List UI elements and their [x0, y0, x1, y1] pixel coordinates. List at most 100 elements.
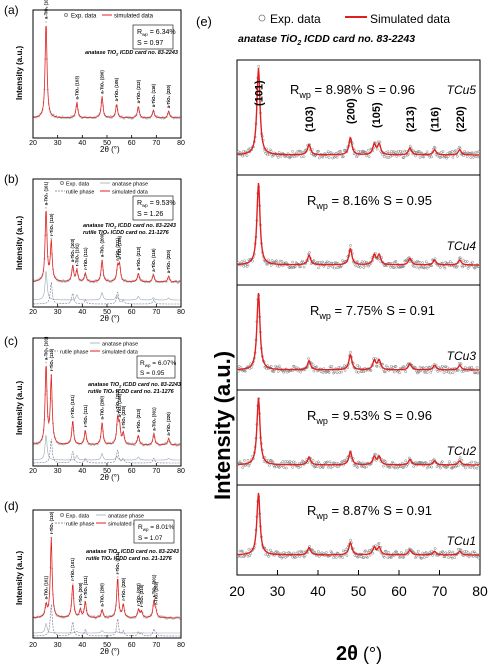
exp-point [330, 364, 334, 368]
panel-a-xlabel: 2θ (°) [100, 145, 120, 154]
exp-point [267, 459, 270, 463]
exp-point [448, 260, 452, 263]
exp-point [314, 465, 318, 468]
exp-point [302, 155, 306, 158]
exp-point [357, 555, 360, 559]
exp-point [246, 263, 250, 267]
exp-point [96, 281, 98, 283]
exp-point [441, 150, 445, 153]
exp-point [367, 549, 371, 553]
exp-point [318, 466, 322, 469]
exp-point [385, 156, 389, 159]
exp-point [475, 150, 479, 154]
exp-point [447, 556, 450, 559]
sample-name: TCu4 [447, 239, 477, 253]
exp-point [251, 259, 254, 263]
exp-point [282, 466, 286, 469]
exp-point [325, 460, 329, 464]
exp-point [64, 281, 66, 284]
exp-point [419, 556, 423, 560]
peak-label: r-TiO₂ (002) [136, 583, 141, 606]
exp-point [238, 549, 242, 553]
legend-exp-label: Exp. data [66, 182, 90, 188]
exp-point [300, 155, 303, 159]
exp-point [424, 366, 428, 369]
exp-point [236, 261, 240, 264]
exp-point [448, 151, 451, 154]
peak-label: r-TiO₂ (101) [70, 557, 75, 580]
peak-label: r-TiO₂ (220) [121, 405, 126, 428]
x-tick-label: 60 [128, 642, 136, 649]
exp-point [279, 154, 283, 158]
exp-point [270, 369, 274, 373]
exp-point [332, 556, 335, 559]
legend-anatase-label: anatase phase [108, 514, 144, 520]
exp-point [131, 117, 134, 120]
peak-label: a-TiO₂ (200) [100, 233, 105, 257]
exp-point [340, 370, 343, 374]
exp-point [298, 555, 302, 558]
rutile-phase-line [33, 282, 181, 305]
exp-point [442, 555, 446, 559]
x-tick-label: 50 [103, 468, 111, 475]
exp-point [436, 370, 440, 373]
exp-point [425, 466, 429, 470]
exp-point [360, 465, 364, 468]
exp-point [456, 368, 460, 372]
peak-label: a-TiO₂ (116) [151, 83, 156, 107]
exp-point [470, 365, 474, 369]
exp-point [242, 149, 245, 153]
exp-point [36, 443, 39, 446]
peak-label: a-TiO₂ (103) [70, 238, 75, 262]
panel-b-stats-box [132, 195, 174, 221]
exp-point [316, 261, 319, 264]
peak-label: a-TiO₂ (213) [136, 79, 141, 103]
exp-point [145, 279, 147, 282]
peak-label: r-TiO₂ (110) [49, 348, 54, 371]
exp-point [448, 460, 451, 464]
exp-point [428, 465, 432, 469]
exp-point [407, 152, 410, 156]
exp-point [475, 466, 479, 470]
exp-point [414, 154, 417, 158]
exp-point [270, 259, 274, 262]
legend-rutile-label: rutile phase [60, 350, 88, 356]
exp-point [290, 266, 294, 270]
exp-point [464, 466, 467, 470]
exp-point [341, 556, 344, 559]
exp-point [161, 615, 164, 618]
exp-point [361, 461, 365, 465]
exp-point [460, 458, 464, 462]
exp-point [404, 459, 408, 463]
simulated-line [237, 67, 479, 156]
panel-c-stats-box [136, 355, 176, 379]
exp-point [471, 550, 474, 554]
exp-point [141, 279, 143, 281]
exp-point [150, 443, 153, 445]
peak-label: a-TiO₂ (213) [136, 246, 141, 270]
panel-d-xticks: 20 30 40 50 60 70 80 [29, 635, 185, 649]
exp-point [284, 555, 287, 559]
exp-point [417, 266, 421, 270]
exp-point [45, 361, 47, 364]
simulated-line [33, 365, 180, 446]
exp-point [311, 459, 315, 462]
exp-point [177, 282, 179, 284]
exp-point [269, 364, 273, 368]
x-tick-label: 70 [432, 583, 448, 599]
exp-point [440, 460, 444, 463]
exp-point [349, 350, 352, 354]
panel-d-plot: a-TiO₂ (101)r-TiO₂ (110)r-TiO₂ (101)r-Ti… [33, 511, 181, 637]
simulated-line [33, 210, 180, 283]
panel-e-ylabel: Intensity (a.u.) [210, 351, 235, 500]
exp-point [460, 369, 464, 373]
panel-d-legend: Exp. data anatase phase rutile phase sim… [55, 513, 145, 528]
peak-label: a-TiO₂ (105) [117, 235, 122, 259]
peak-label: r-TiO₂ (111) [83, 247, 88, 270]
exp-point [243, 459, 246, 462]
peak-label: a-TiO₂ (116) [151, 248, 156, 272]
exp-point [284, 551, 288, 555]
exp-point [452, 465, 456, 469]
exp-point [390, 555, 393, 559]
exp-point [175, 280, 178, 282]
